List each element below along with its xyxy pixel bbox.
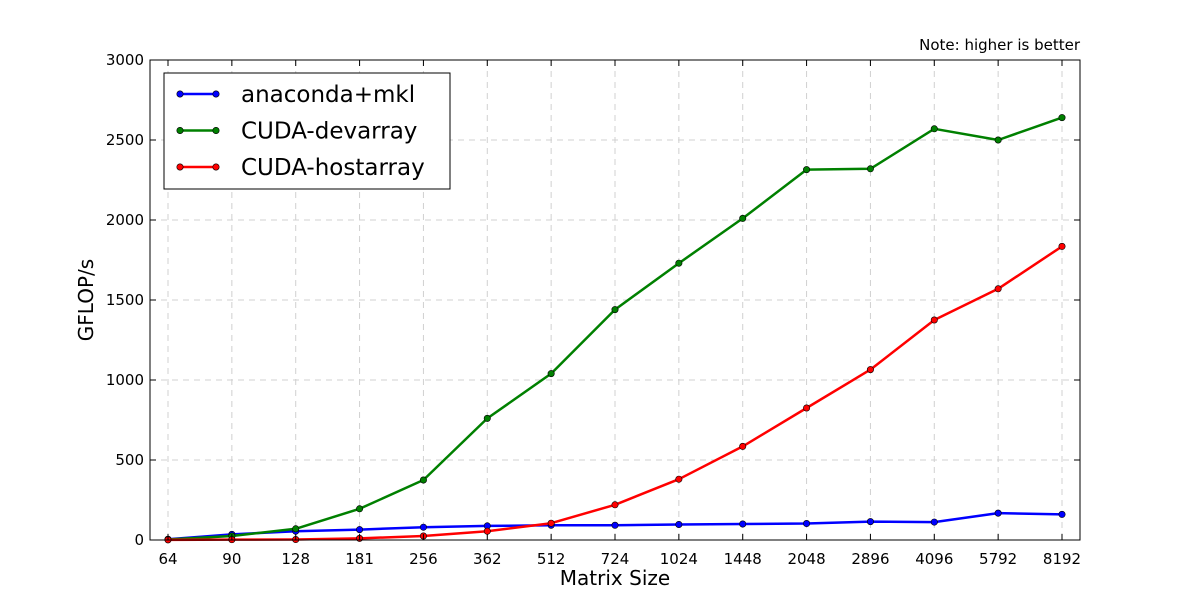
data-point [866, 165, 874, 173]
data-point [356, 505, 364, 513]
data-point [930, 316, 938, 324]
x-tick-label: 512 [537, 550, 566, 568]
series-cuda-devarray [164, 114, 1066, 544]
data-point [356, 526, 364, 534]
label-layer: Note: higher is better Matrix Size GFLOP… [74, 36, 1081, 590]
data-point [739, 442, 747, 450]
x-tick-label: 181 [345, 550, 374, 568]
data-point [1058, 242, 1066, 250]
x-tick-label: 362 [473, 550, 502, 568]
data-point [866, 366, 874, 374]
series-cuda-hostarray [164, 242, 1066, 544]
y-tick-label: 2000 [106, 211, 144, 229]
x-tick-label: 1024 [660, 550, 698, 568]
chart-note: Note: higher is better [919, 36, 1081, 54]
data-point [994, 285, 1002, 293]
x-tick-label: 2048 [787, 550, 825, 568]
data-point [611, 521, 619, 529]
x-tick-label: 8192 [1043, 550, 1081, 568]
legend-marker [212, 90, 220, 98]
data-point [675, 520, 683, 528]
data-point [739, 520, 747, 528]
y-tick-label: 500 [115, 451, 144, 469]
data-point [611, 501, 619, 509]
legend-marker [212, 127, 220, 135]
data-point [1058, 510, 1066, 518]
x-tick-label: 4096 [915, 550, 953, 568]
x-tick-label: 1448 [724, 550, 762, 568]
data-point [930, 518, 938, 526]
data-point [292, 525, 300, 533]
data-point [803, 166, 811, 174]
y-tick-label: 3000 [106, 51, 144, 69]
data-point [483, 527, 491, 535]
y-tick-label: 1000 [106, 371, 144, 389]
x-tick-label: 724 [601, 550, 630, 568]
data-point [866, 518, 874, 526]
legend-marker [212, 163, 220, 171]
y-tick-label: 0 [134, 531, 144, 549]
legend-marker [176, 90, 184, 98]
data-point [675, 259, 683, 267]
legend-label: anaconda+mkl [241, 82, 415, 108]
y-tick-label: 1500 [106, 291, 144, 309]
data-point [419, 523, 427, 531]
data-point [930, 125, 938, 133]
legend-marker [176, 163, 184, 171]
data-point [419, 476, 427, 484]
x-tick-label: 5792 [979, 550, 1017, 568]
x-tick-label: 256 [409, 550, 438, 568]
legend-label: CUDA-devarray [241, 119, 417, 145]
legend-marker [176, 127, 184, 135]
x-tick-label: 64 [158, 550, 177, 568]
data-point [675, 475, 683, 483]
data-point [611, 306, 619, 314]
legend: anaconda+mkl CUDA-devarray CUDA-hostarray [163, 72, 451, 190]
y-tick-label: 2500 [106, 131, 144, 149]
data-point [803, 520, 811, 528]
x-tick-label: 128 [281, 550, 310, 568]
data-point [1058, 114, 1066, 122]
x-axis-label: Matrix Size [560, 566, 670, 590]
data-point [803, 404, 811, 412]
data-point [483, 414, 491, 422]
data-point [994, 509, 1002, 517]
series-layer [164, 114, 1066, 544]
data-point [994, 136, 1002, 144]
x-tick-label: 90 [222, 550, 241, 568]
tick-layer: 0 500 1000 1500 2000 2500 3000 64 90 128 181 256 362… [106, 51, 1081, 568]
x-tick-label: 2896 [851, 550, 889, 568]
legend-label: CUDA-hostarray [241, 155, 425, 181]
data-point [547, 519, 555, 527]
data-point [739, 214, 747, 222]
data-point [547, 370, 555, 378]
y-axis-label: GFLOP/s [74, 259, 98, 341]
